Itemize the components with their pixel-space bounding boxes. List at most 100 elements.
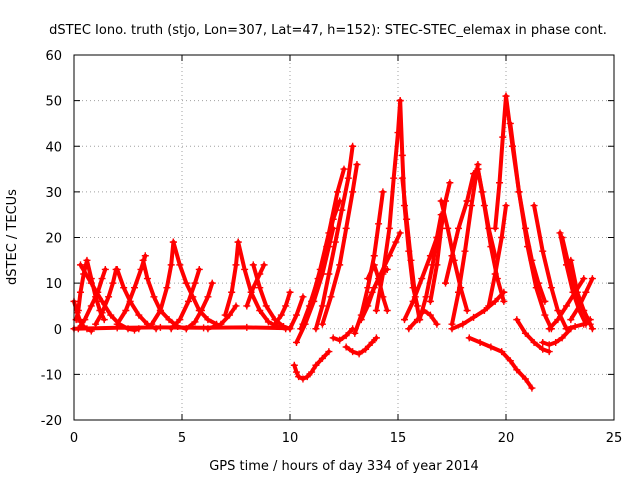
series-2 xyxy=(74,265,109,333)
series-30 xyxy=(364,261,391,314)
data-point xyxy=(204,316,212,324)
data-point xyxy=(362,345,370,353)
series-56 xyxy=(567,275,596,324)
data-point xyxy=(169,238,177,246)
data-point xyxy=(277,311,285,319)
data-point xyxy=(299,293,307,301)
data-point xyxy=(496,179,504,187)
data-point xyxy=(442,279,450,287)
data-point xyxy=(368,288,376,296)
data-point xyxy=(191,318,199,326)
data-point xyxy=(83,256,91,264)
data-point xyxy=(532,284,540,292)
data-point xyxy=(163,284,171,292)
data-point xyxy=(325,229,333,237)
data-point xyxy=(372,307,380,314)
data-point xyxy=(308,368,316,376)
data-point xyxy=(264,318,272,326)
data-point xyxy=(286,288,294,296)
data-point xyxy=(444,224,452,232)
series-line xyxy=(294,226,336,345)
data-point xyxy=(340,165,348,173)
plot-frame xyxy=(73,54,615,421)
data-point xyxy=(290,361,298,369)
data-point xyxy=(580,320,588,328)
series-line xyxy=(443,199,470,286)
data-point xyxy=(349,142,357,150)
data-point xyxy=(98,309,106,317)
data-point xyxy=(480,307,488,314)
x-tick-label: 25 xyxy=(606,431,623,446)
data-point xyxy=(582,288,590,296)
data-point xyxy=(334,188,342,196)
data-point xyxy=(554,316,562,324)
data-point xyxy=(362,302,370,310)
data-point xyxy=(299,320,307,328)
data-point xyxy=(200,324,208,332)
data-point xyxy=(506,119,514,127)
data-point xyxy=(573,288,581,296)
data-point xyxy=(316,265,324,273)
data-point xyxy=(500,297,508,305)
data-point xyxy=(491,224,499,232)
x-tick-label: 0 xyxy=(70,431,78,446)
data-point xyxy=(364,284,372,292)
data-point xyxy=(502,92,510,100)
data-point xyxy=(165,316,173,324)
data-point xyxy=(485,302,493,310)
data-point xyxy=(379,270,387,278)
data-point xyxy=(329,334,337,342)
series-line xyxy=(344,335,379,356)
data-point xyxy=(325,348,333,356)
data-point xyxy=(467,202,475,210)
data-point xyxy=(400,316,408,324)
y-axis-label: dSTEC / TECUs xyxy=(5,189,20,285)
series-22 xyxy=(299,165,348,328)
data-point xyxy=(74,307,82,314)
series-49 xyxy=(513,316,553,356)
data-point xyxy=(580,275,588,283)
series-26 xyxy=(342,334,380,358)
data-point xyxy=(403,215,411,223)
series-line xyxy=(450,290,506,331)
data-point xyxy=(545,325,553,333)
series-23 xyxy=(312,142,357,333)
data-point xyxy=(562,302,570,310)
data-point xyxy=(327,293,335,301)
data-point xyxy=(448,325,456,333)
data-point xyxy=(204,293,212,301)
data-point xyxy=(243,323,251,331)
data-point xyxy=(459,320,467,328)
data-point xyxy=(292,311,300,319)
data-point xyxy=(513,316,521,324)
data-point xyxy=(426,297,434,305)
data-point xyxy=(191,279,199,287)
x-tick-label: 5 xyxy=(178,431,186,446)
data-point xyxy=(336,261,344,269)
data-point xyxy=(318,302,326,310)
data-point xyxy=(461,247,469,255)
data-point xyxy=(390,174,398,182)
data-point xyxy=(260,261,268,269)
series-line xyxy=(115,267,159,331)
series-line xyxy=(205,303,238,331)
data-point xyxy=(176,261,184,269)
data-point xyxy=(416,316,424,324)
series-42 xyxy=(474,165,508,305)
data-point xyxy=(448,252,456,260)
data-point xyxy=(156,323,164,331)
data-point xyxy=(141,252,149,260)
data-point xyxy=(98,275,106,283)
series-11 xyxy=(182,279,216,333)
data-point xyxy=(76,288,84,296)
data-point xyxy=(562,325,570,333)
data-point xyxy=(446,179,454,187)
data-point xyxy=(480,202,488,210)
y-tick-label: -10 xyxy=(41,368,62,383)
y-tick-label: -20 xyxy=(41,414,62,429)
data-point xyxy=(498,234,506,241)
data-point xyxy=(156,307,164,314)
data-point xyxy=(470,313,478,321)
x-tick-label: 15 xyxy=(390,431,407,446)
data-point xyxy=(325,270,333,278)
